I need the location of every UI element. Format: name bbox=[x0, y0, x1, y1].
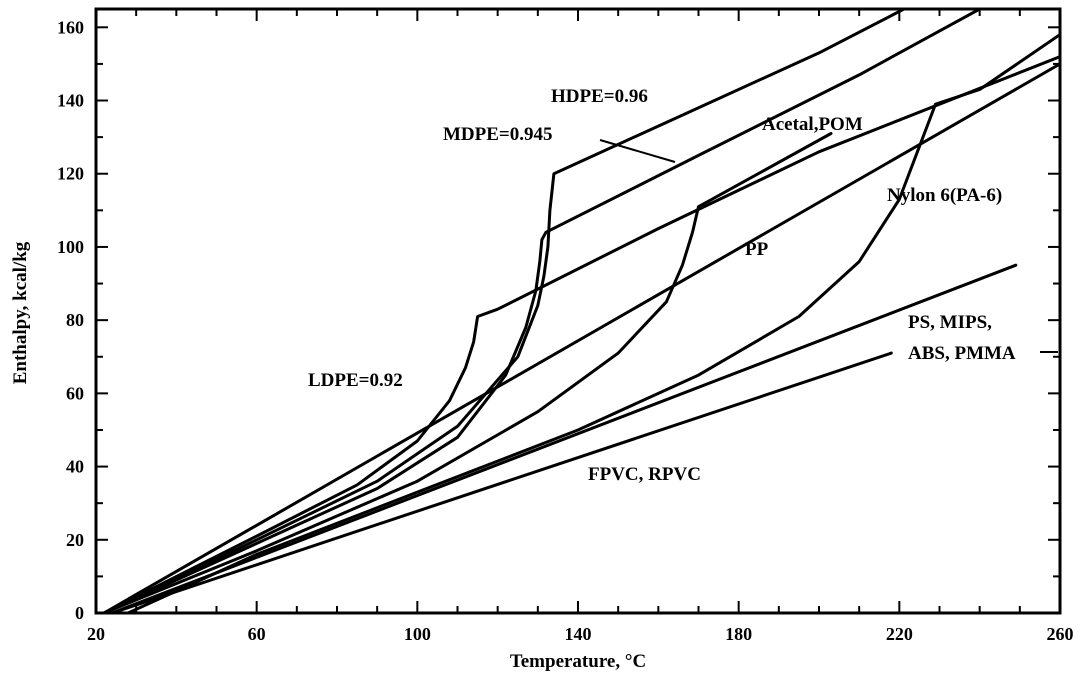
mdpe-leader-line bbox=[599, 139, 676, 163]
y-tick-label: 40 bbox=[66, 457, 84, 477]
x-axis-title: Temperature, °C bbox=[510, 651, 646, 672]
y-tick-label: 100 bbox=[57, 237, 84, 257]
y-tick-label: 120 bbox=[57, 164, 84, 184]
x-tick-label: 220 bbox=[886, 624, 913, 644]
y-tick-label: 60 bbox=[66, 383, 84, 403]
x-tick-label: 140 bbox=[565, 624, 592, 644]
x-tick-label: 260 bbox=[1047, 624, 1074, 644]
y-tick-label: 80 bbox=[66, 310, 84, 330]
annotation-pp: PP bbox=[745, 239, 769, 260]
x-tick-label: 180 bbox=[725, 624, 752, 644]
annotation-mdpe: MDPE=0.945 bbox=[443, 124, 553, 145]
series-line-pvc bbox=[110, 351, 893, 613]
series-line-mdpe bbox=[102, 9, 982, 613]
annotation-nylon-6: Nylon 6(PA-6) bbox=[887, 185, 1002, 206]
annotation-hdpe: HDPE=0.96 bbox=[551, 86, 648, 107]
annotation-fpvc-rpvc: FPVC, RPVC bbox=[588, 464, 701, 485]
annotation-ps-mips: PS, MIPS, bbox=[908, 312, 992, 333]
x-tick-label: 60 bbox=[248, 624, 266, 644]
series-line-hdpe bbox=[102, 9, 908, 613]
series-line-pom bbox=[102, 132, 833, 613]
x-tick-label: 100 bbox=[404, 624, 431, 644]
y-tick-label: 140 bbox=[57, 91, 84, 111]
series-line-ps bbox=[110, 263, 1018, 613]
annotation-abs-pmma: ABS, PMMA bbox=[908, 343, 1016, 364]
y-tick-label: 0 bbox=[75, 603, 84, 623]
annotation-ldpe: LDPE=0.92 bbox=[308, 370, 403, 391]
y-axis-title: Enthalpy, kcal/kg bbox=[10, 241, 31, 384]
y-tick-label: 20 bbox=[66, 530, 84, 550]
y-tick-label: 160 bbox=[57, 17, 84, 37]
series-line-pp bbox=[102, 62, 1060, 613]
series-line-ldpe bbox=[102, 55, 1060, 613]
annotation-acetal-pom: Acetal,POM bbox=[762, 114, 863, 135]
x-tick-label: 20 bbox=[87, 624, 105, 644]
